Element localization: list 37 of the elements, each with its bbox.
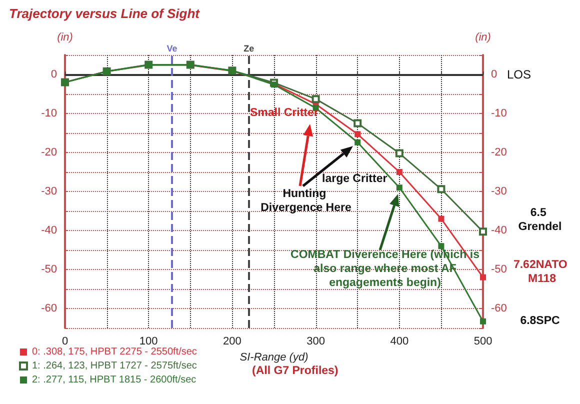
text: 6.5 Grendel (518, 207, 562, 233)
y2-axis-title: (in) (475, 32, 492, 44)
y2-tick-label: -30 (491, 186, 507, 198)
y-tick-label: -30 (41, 186, 57, 198)
ref-line-label: LOS (507, 68, 532, 82)
y2-tick-label: -60 (491, 302, 507, 314)
annotation: Hunting Divergence Here (260, 188, 352, 214)
annotation: large Critter (322, 173, 388, 185)
y2-tick-label: -20 (491, 146, 507, 158)
y-tick-label: -60 (41, 302, 57, 314)
annotation: Small Critter (250, 107, 319, 119)
ref-line-label: Ve (166, 44, 178, 54)
chart-title: Trajectory versus Line of Sight (9, 6, 200, 21)
y-tick-label: -10 (41, 108, 57, 120)
text: 6.8SPC (520, 315, 560, 327)
ref-line-label: Ze (244, 44, 254, 54)
y2-tick-label: -10 (491, 108, 507, 120)
x-tick-label: 0 (62, 336, 68, 348)
legend-label: 1: .264, 123, HPBT 1727 - 2575ft/sec (32, 360, 197, 372)
x-tick-label: 400 (390, 336, 409, 348)
y2-tick-label: 0 (491, 68, 498, 80)
x-tick-label: 500 (474, 336, 492, 348)
y2-tick-label: -40 (491, 224, 507, 236)
y-axis-title: (in) (57, 32, 74, 44)
x-tick-label: 100 (139, 336, 158, 348)
text: (All G7 Profiles) (252, 365, 338, 377)
legend-label: 2: .277, 115, HPBT 1815 - 2600ft/sec (32, 374, 196, 386)
y-tick-label: -40 (41, 224, 57, 236)
x-tick-label: 200 (223, 336, 242, 348)
y-tick-label: -50 (41, 264, 57, 276)
legend-label: 0: .308, 175, HPBT 2275 - 2550ft/sec (32, 346, 197, 358)
x-tick-label: 300 (306, 336, 325, 348)
x-axis-title: SI-Range (yd) (240, 351, 309, 364)
y-tick-label: -20 (41, 146, 57, 158)
y-tick-label: 0 (50, 68, 57, 80)
text: 7.62NATO M118 (513, 259, 571, 285)
y2-tick-label: -50 (491, 264, 507, 276)
